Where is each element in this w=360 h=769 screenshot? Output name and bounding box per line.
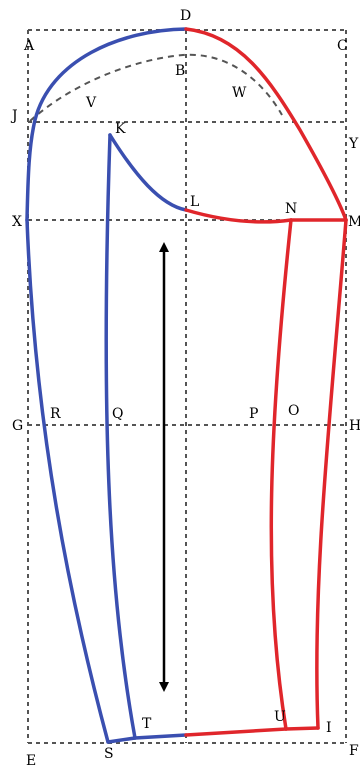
label-R: R	[50, 406, 61, 422]
label-V: V	[85, 95, 97, 111]
label-F: F	[349, 743, 359, 759]
label-O: O	[288, 403, 299, 419]
label-Y: Y	[348, 136, 359, 152]
red-sleeve-piece	[184, 27, 348, 737]
label-Q: Q	[112, 406, 123, 422]
reference-crown-curve	[29, 53, 283, 122]
construction-grid	[27, 29, 347, 744]
point-labels: A B C D E F G H I J K L M N O P Q R S T …	[10, 8, 360, 769]
label-L: L	[190, 194, 199, 210]
label-P: P	[249, 406, 258, 422]
red-outer-seam	[315, 218, 348, 730]
label-N: N	[285, 201, 297, 217]
label-A: A	[23, 38, 35, 54]
label-M: M	[348, 214, 360, 230]
red-inner-seam	[269, 218, 293, 731]
label-D: D	[180, 8, 191, 24]
label-H: H	[349, 418, 360, 434]
label-I: I	[326, 720, 332, 736]
blue-inner-seam	[104, 133, 137, 740]
label-E: E	[26, 753, 36, 769]
blue-hem	[106, 736, 137, 744]
blue-crown-curve	[25, 27, 188, 222]
blue-sleeve-piece	[25, 27, 188, 744]
label-J: J	[10, 108, 18, 124]
label-G: G	[12, 418, 23, 434]
label-C: C	[337, 38, 348, 54]
label-T: T	[142, 716, 152, 732]
red-hem	[184, 727, 288, 737]
label-B: B	[175, 63, 185, 79]
red-underarm-curve	[184, 208, 293, 224]
label-X: X	[12, 214, 22, 230]
label-S: S	[104, 746, 114, 762]
blue-outer-seam	[25, 218, 110, 744]
label-U: U	[274, 709, 286, 725]
label-K: K	[115, 121, 126, 137]
red-crown-curve	[184, 27, 348, 222]
blue-hem-extension	[133, 733, 188, 740]
blue-underarm-curve	[108, 133, 188, 212]
red-cuff-edge	[284, 726, 320, 731]
label-W: W	[232, 85, 247, 101]
